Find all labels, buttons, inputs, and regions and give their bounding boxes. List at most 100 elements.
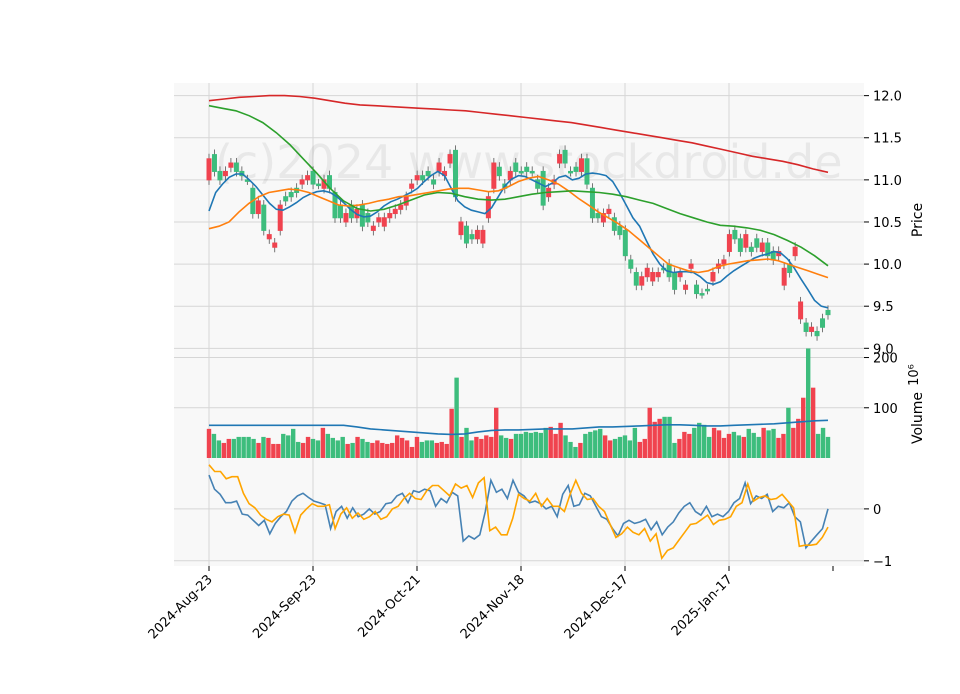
volume-bar xyxy=(657,418,662,458)
candle-body xyxy=(222,170,228,177)
candle-body xyxy=(469,234,475,240)
volume-bar xyxy=(295,441,301,458)
volume-bar xyxy=(251,438,256,458)
volume-bar xyxy=(216,440,222,458)
volume-bar xyxy=(805,348,811,458)
volume-bar xyxy=(791,427,796,458)
volume-bar xyxy=(494,407,499,458)
volume-y-tick-label: 200 xyxy=(873,352,898,367)
volume-bar xyxy=(335,440,340,458)
candle-body xyxy=(611,217,617,231)
volume-bar xyxy=(360,438,365,458)
volume-bar xyxy=(513,433,519,458)
candle-body xyxy=(398,204,404,210)
volume-bar xyxy=(810,387,816,458)
candle-body xyxy=(732,229,738,240)
candle-body xyxy=(524,166,530,172)
ma-long-line xyxy=(208,104,829,267)
volume-bar xyxy=(781,433,786,458)
volume-bar xyxy=(370,442,375,458)
volume-bar xyxy=(246,436,251,458)
volume-bar xyxy=(394,435,400,458)
volume-bar xyxy=(543,427,548,458)
candle-body xyxy=(337,204,343,219)
candle-body xyxy=(606,208,612,215)
volume-bar xyxy=(226,438,232,458)
candle-body xyxy=(814,330,820,337)
candle-body xyxy=(820,318,826,328)
volume-bar xyxy=(390,442,395,458)
volume-bar xyxy=(241,436,246,458)
candle-body xyxy=(633,272,639,286)
candle-body xyxy=(206,158,212,181)
candle-body xyxy=(765,242,771,257)
volume-bar xyxy=(290,428,296,458)
candle-body xyxy=(266,234,272,240)
volume-bar xyxy=(632,427,638,458)
volume-bar xyxy=(498,435,504,458)
candle-body xyxy=(370,225,376,231)
volume-bar xyxy=(801,397,806,458)
candle-body xyxy=(589,187,595,219)
candle-body xyxy=(798,301,804,320)
candle-body xyxy=(288,191,294,198)
candle-body xyxy=(748,246,754,252)
volume-bar xyxy=(469,440,474,458)
candle-body xyxy=(458,221,464,236)
candle-body xyxy=(420,175,426,181)
volume-bar xyxy=(607,440,613,458)
volume-bar xyxy=(409,446,415,458)
candle-body xyxy=(710,272,716,282)
volume-bar xyxy=(404,440,410,458)
volume-bar xyxy=(350,442,355,458)
volume-bar xyxy=(677,438,682,458)
osc-y-tick-label: 0 xyxy=(873,503,881,518)
candle-body xyxy=(496,166,502,177)
osc-y-tick-label: −1 xyxy=(873,555,892,570)
price-axis-label: Price xyxy=(910,203,926,237)
volume-bar xyxy=(667,416,672,458)
candle-body xyxy=(699,293,705,296)
candle-body xyxy=(655,272,661,278)
volume-bar xyxy=(479,438,484,458)
volume-bar xyxy=(697,422,702,458)
volume-bar xyxy=(820,427,826,458)
candle-body xyxy=(233,162,239,172)
candle-body xyxy=(343,213,349,223)
volume-bar xyxy=(380,442,385,458)
volume-bar xyxy=(751,432,756,458)
volume-bar xyxy=(365,441,370,458)
volume-bar xyxy=(588,431,593,458)
volume-bar xyxy=(711,427,717,458)
candle-body xyxy=(365,213,371,223)
volume-bar xyxy=(424,440,430,458)
candle-body xyxy=(217,170,223,181)
price-y-tick-label: 10.5 xyxy=(873,216,902,231)
volume-bar xyxy=(315,440,321,458)
volume-average-line xyxy=(209,419,829,436)
volume-bar xyxy=(355,436,360,458)
volume-bar xyxy=(300,442,306,458)
volume-bar xyxy=(276,443,281,458)
candle-body xyxy=(409,183,415,189)
price-y-tick-label: 12.0 xyxy=(873,90,902,105)
candle-body xyxy=(211,154,217,172)
volume-bar xyxy=(345,443,350,458)
candle-body xyxy=(557,154,563,164)
volume-bar xyxy=(563,435,568,458)
candle-body xyxy=(299,179,305,185)
volume-bar xyxy=(449,408,454,458)
volume-bar xyxy=(558,422,563,458)
price-panel xyxy=(174,83,864,350)
volume-bar xyxy=(593,430,598,458)
volume-bar xyxy=(568,441,573,458)
volume-bar xyxy=(706,436,712,458)
candle-body xyxy=(228,162,234,168)
volume-bar xyxy=(459,436,464,458)
candle-body xyxy=(485,196,491,219)
volume-bar xyxy=(642,438,647,458)
volume-bar xyxy=(825,436,831,458)
volume-bar xyxy=(414,436,420,458)
volume-bar xyxy=(637,441,643,458)
candle-body xyxy=(628,259,634,269)
